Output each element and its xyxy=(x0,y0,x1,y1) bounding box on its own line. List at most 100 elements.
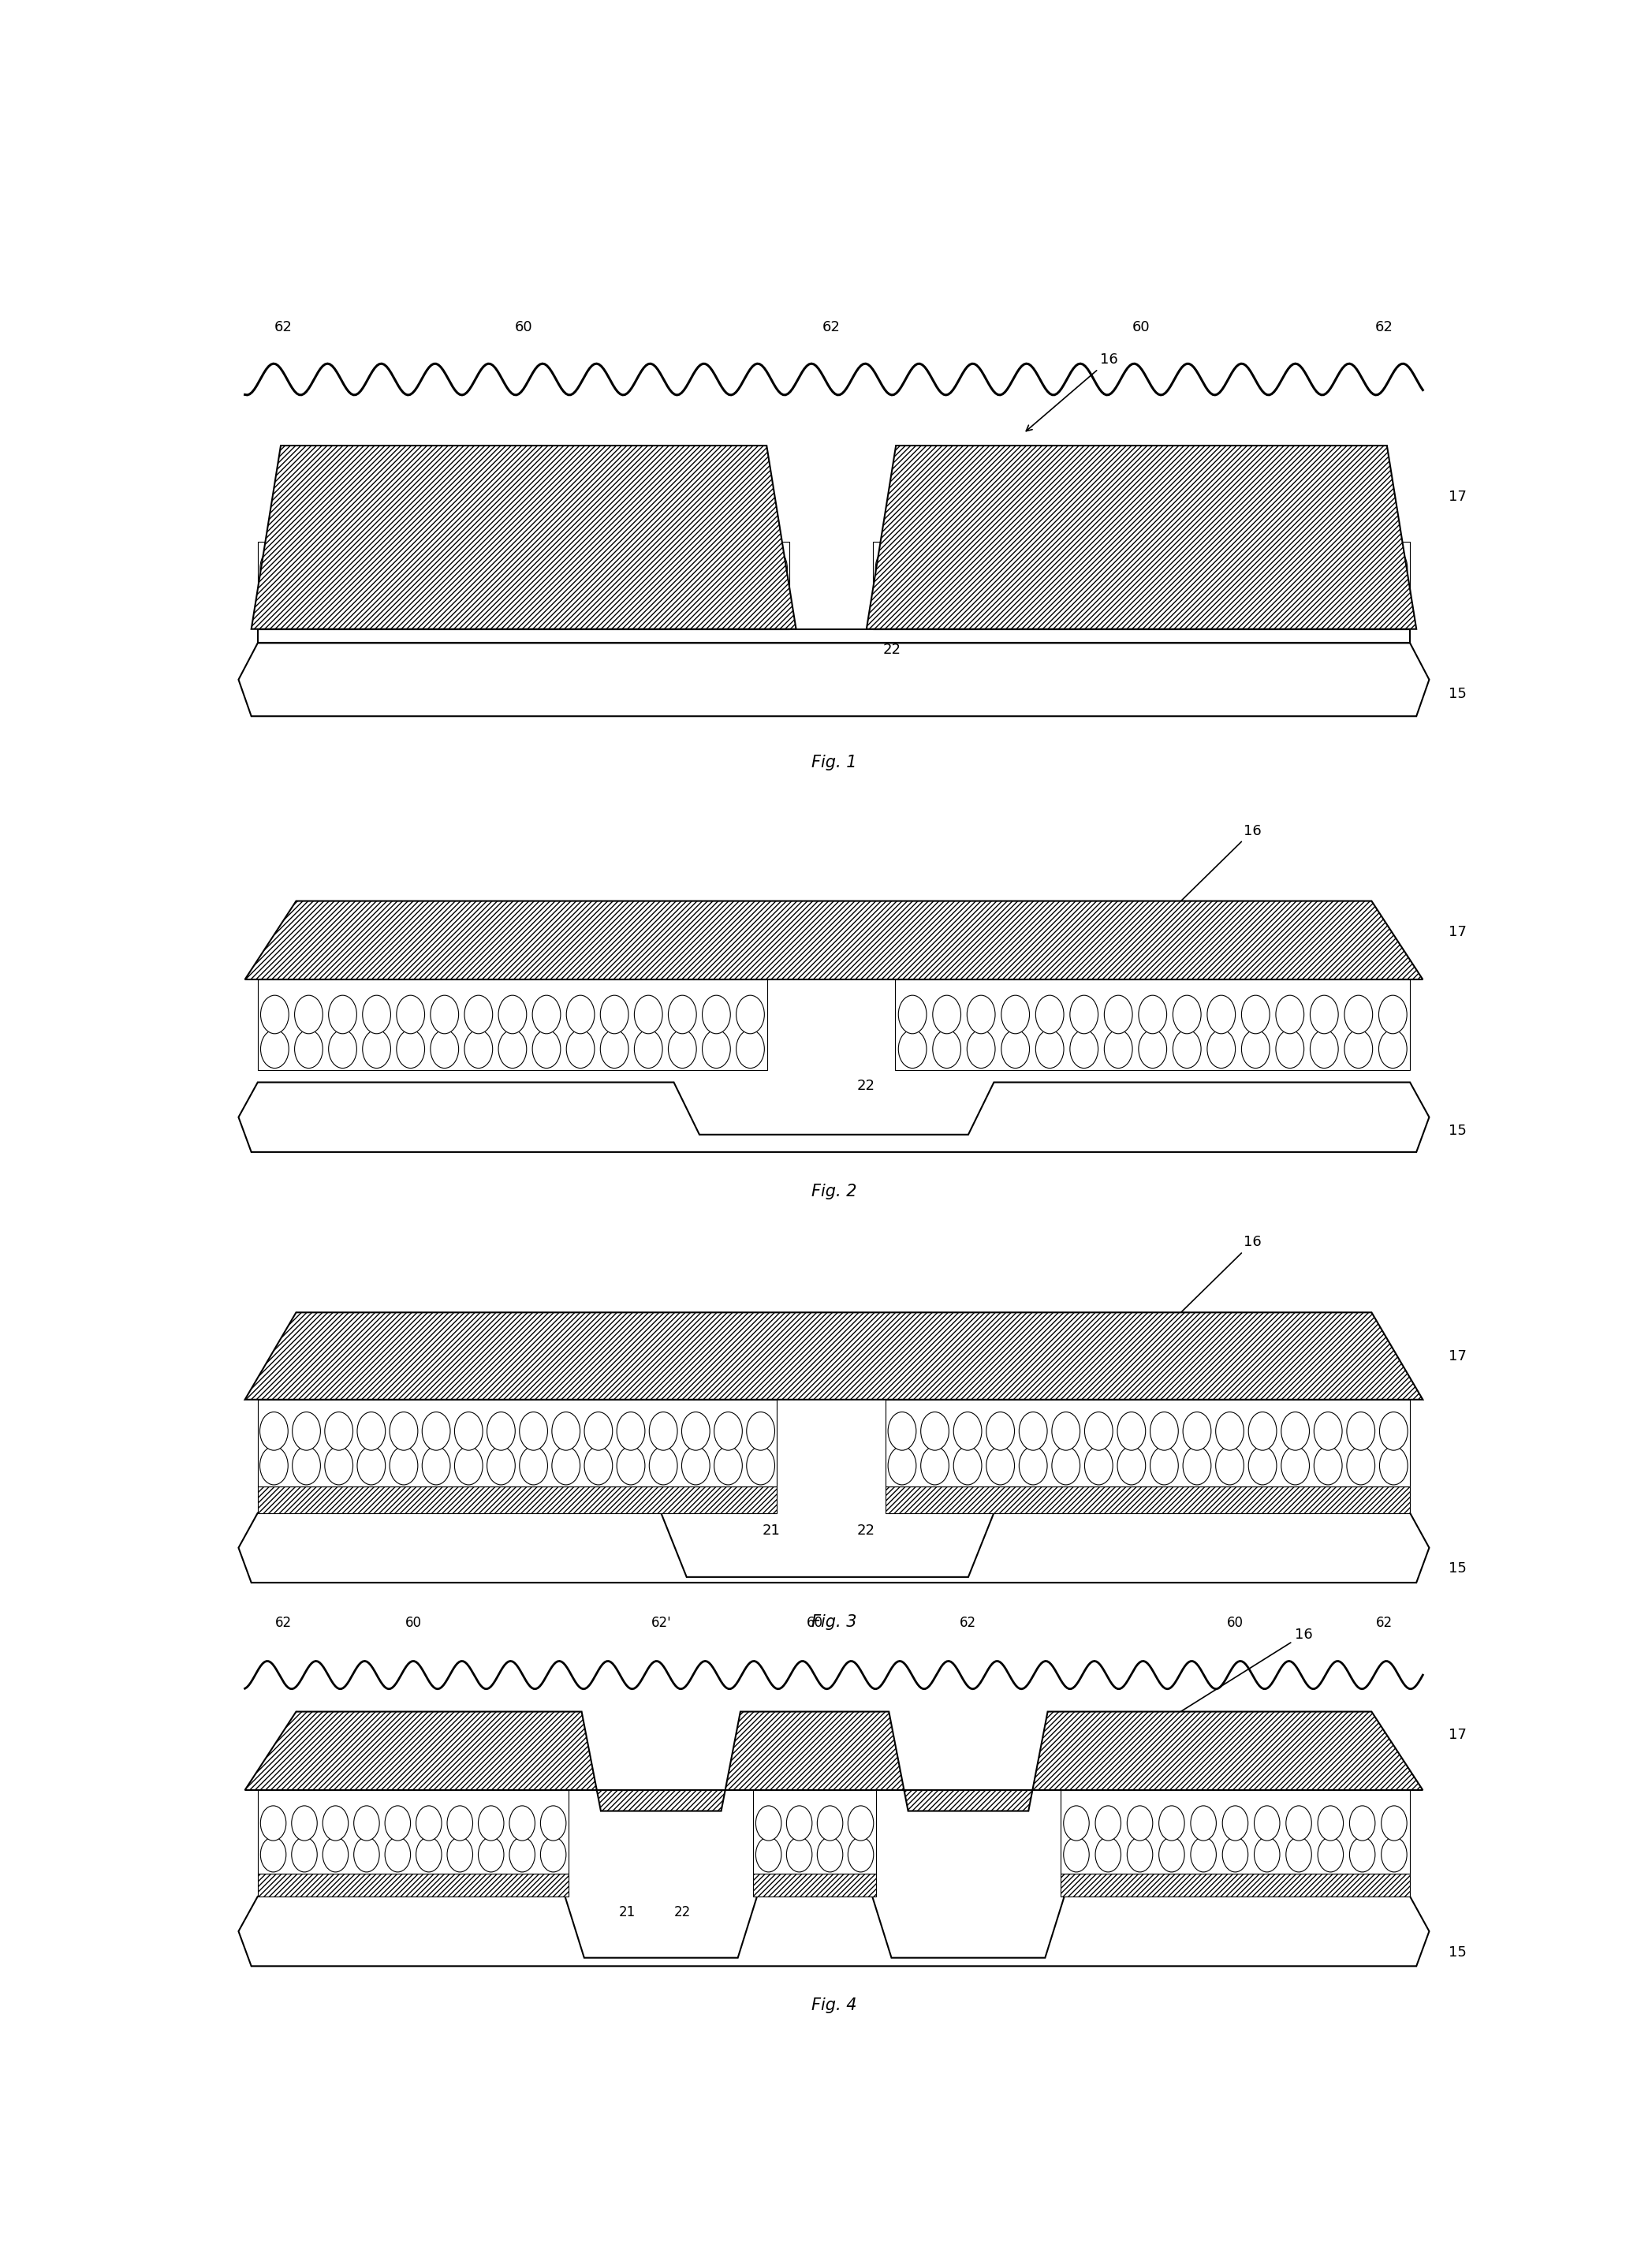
Circle shape xyxy=(1282,1413,1310,1451)
Circle shape xyxy=(983,584,1014,627)
Text: 16: 16 xyxy=(1170,824,1262,912)
Circle shape xyxy=(1161,584,1193,627)
Circle shape xyxy=(448,1836,472,1872)
Circle shape xyxy=(755,1807,781,1841)
Circle shape xyxy=(1313,1447,1341,1485)
Circle shape xyxy=(1379,1413,1408,1451)
Circle shape xyxy=(912,548,942,589)
Circle shape xyxy=(1183,1413,1211,1451)
Circle shape xyxy=(585,1413,613,1451)
Circle shape xyxy=(1054,584,1085,627)
Circle shape xyxy=(1313,1413,1341,1451)
Circle shape xyxy=(714,1447,742,1485)
Circle shape xyxy=(1127,1836,1153,1872)
Circle shape xyxy=(325,1413,354,1451)
Circle shape xyxy=(1104,1030,1132,1069)
Circle shape xyxy=(367,584,396,627)
Circle shape xyxy=(552,1413,580,1451)
Circle shape xyxy=(1381,1836,1408,1872)
Circle shape xyxy=(540,1807,567,1841)
Circle shape xyxy=(259,1447,287,1485)
Polygon shape xyxy=(895,980,1411,1071)
Polygon shape xyxy=(238,643,1429,715)
Circle shape xyxy=(464,1030,492,1069)
Circle shape xyxy=(649,1413,677,1451)
Circle shape xyxy=(747,1413,775,1451)
Polygon shape xyxy=(1061,1875,1411,1897)
Circle shape xyxy=(390,1447,418,1485)
Circle shape xyxy=(1345,1030,1373,1069)
Circle shape xyxy=(1198,584,1229,627)
Circle shape xyxy=(986,1413,1014,1451)
Circle shape xyxy=(519,1413,547,1451)
Circle shape xyxy=(1070,996,1099,1035)
Circle shape xyxy=(1376,548,1408,589)
Circle shape xyxy=(259,1413,287,1451)
Polygon shape xyxy=(258,1399,776,1487)
Circle shape xyxy=(1183,1447,1211,1485)
Text: 60: 60 xyxy=(405,1616,421,1630)
Circle shape xyxy=(757,548,788,589)
Circle shape xyxy=(499,996,527,1035)
Text: 16: 16 xyxy=(1170,1236,1262,1324)
Circle shape xyxy=(1346,1413,1374,1451)
Text: 22: 22 xyxy=(882,643,900,657)
Circle shape xyxy=(367,548,396,589)
Text: 16: 16 xyxy=(1170,1628,1313,1718)
Circle shape xyxy=(1249,1413,1277,1451)
Circle shape xyxy=(1090,584,1122,627)
Circle shape xyxy=(1269,548,1300,589)
Circle shape xyxy=(953,1447,981,1485)
Text: 17: 17 xyxy=(1449,926,1467,940)
Text: Fig. 3: Fig. 3 xyxy=(811,1614,856,1630)
Circle shape xyxy=(1127,1807,1153,1841)
Text: 62: 62 xyxy=(274,1616,292,1630)
Circle shape xyxy=(737,996,765,1035)
Circle shape xyxy=(1234,584,1264,627)
Circle shape xyxy=(1070,1030,1099,1069)
Circle shape xyxy=(509,584,539,627)
Circle shape xyxy=(615,548,646,589)
Polygon shape xyxy=(753,1875,876,1897)
Circle shape xyxy=(818,1807,843,1841)
Text: 62: 62 xyxy=(960,1616,976,1630)
Circle shape xyxy=(416,1836,441,1872)
Polygon shape xyxy=(1061,1791,1411,1875)
Text: 62: 62 xyxy=(823,319,841,335)
Circle shape xyxy=(600,996,628,1035)
Text: 62: 62 xyxy=(1376,1616,1393,1630)
Circle shape xyxy=(600,1030,628,1069)
Circle shape xyxy=(390,1413,418,1451)
Circle shape xyxy=(1379,1447,1408,1485)
Circle shape xyxy=(396,996,425,1035)
Polygon shape xyxy=(258,1875,568,1897)
Circle shape xyxy=(634,996,662,1035)
Text: Fig. 1: Fig. 1 xyxy=(811,754,856,770)
Circle shape xyxy=(1138,996,1166,1035)
Circle shape xyxy=(669,996,697,1035)
Circle shape xyxy=(1285,1807,1312,1841)
Circle shape xyxy=(1379,996,1408,1035)
Circle shape xyxy=(920,1413,948,1451)
Polygon shape xyxy=(238,1082,1429,1152)
Text: 62': 62' xyxy=(651,1616,671,1630)
Circle shape xyxy=(325,1447,354,1485)
Circle shape xyxy=(1173,996,1201,1035)
Circle shape xyxy=(786,1836,813,1872)
Circle shape xyxy=(1381,1807,1408,1841)
Circle shape xyxy=(889,1447,917,1485)
Circle shape xyxy=(669,1030,697,1069)
Circle shape xyxy=(1064,1807,1089,1841)
Circle shape xyxy=(292,1413,320,1451)
Circle shape xyxy=(292,1447,320,1485)
Circle shape xyxy=(983,548,1014,589)
Circle shape xyxy=(1254,1836,1280,1872)
Text: 60: 60 xyxy=(1227,1616,1244,1630)
Text: 60: 60 xyxy=(806,1616,823,1630)
Circle shape xyxy=(261,996,289,1035)
Circle shape xyxy=(1350,1836,1374,1872)
Polygon shape xyxy=(872,541,1411,629)
Text: 22: 22 xyxy=(674,1904,691,1920)
Circle shape xyxy=(294,996,322,1035)
Circle shape xyxy=(552,1447,580,1485)
